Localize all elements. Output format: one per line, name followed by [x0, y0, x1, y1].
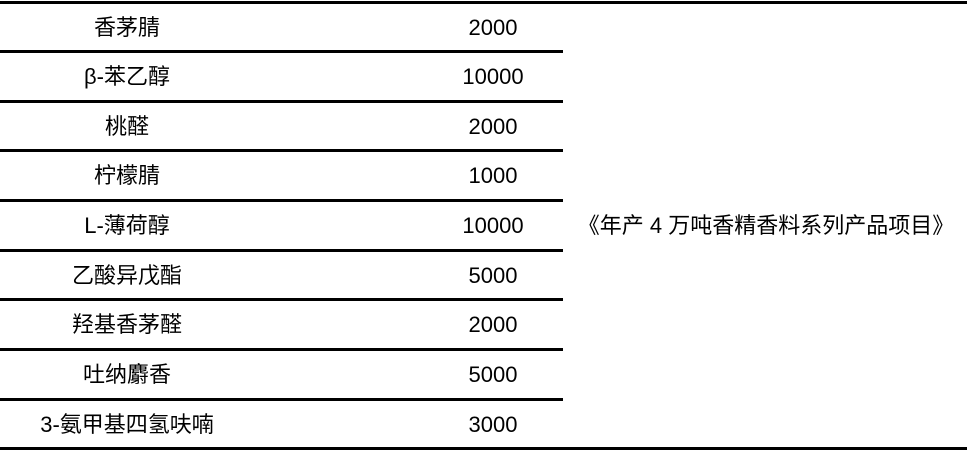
row-divider	[0, 199, 563, 202]
quantity-cell: 2000	[468, 15, 518, 40]
table-row: 桃醛 2000	[0, 103, 563, 150]
quantity-cell: 10000	[462, 213, 524, 238]
quantity-cell: 2000	[468, 312, 518, 337]
table-row: 乙酸异戊酯 5000	[0, 252, 563, 299]
quantity-cell: 5000	[468, 263, 518, 288]
table-row: 吐纳麝香 5000	[0, 351, 563, 398]
substance-name-cell: 桃醛	[104, 114, 149, 139]
row-divider	[0, 249, 563, 252]
quantity-cell: 1000	[468, 163, 518, 188]
row-divider	[0, 398, 563, 401]
table-bottom-border	[0, 447, 967, 450]
row-divider	[0, 50, 563, 53]
substance-name-cell: 乙酸异戊酯	[71, 263, 182, 288]
substance-name-cell: 3-氨甲基四氢呋喃	[40, 412, 214, 437]
table-row: 羟基香茅醛 2000	[0, 301, 563, 348]
table-row: 香茅腈 2000	[0, 4, 563, 51]
table-top-border	[0, 1, 967, 4]
substance-name-cell: 香茅腈	[93, 15, 160, 40]
row-divider	[0, 298, 563, 301]
row-divider	[0, 100, 563, 103]
table-row: 3-氨甲基四氢呋喃 3000	[0, 401, 563, 448]
substance-name-cell: 吐纳麝香	[82, 362, 171, 387]
quantity-cell: 3000	[468, 412, 518, 437]
quantity-cell: 2000	[468, 114, 518, 139]
table-row: 柠檬腈 1000	[0, 152, 563, 199]
table-row: β-苯乙醇 10000	[0, 53, 563, 100]
source-document-cell: 《年产 4 万吨香精香料系列产品项目》	[577, 213, 955, 238]
substance-name-cell: 柠檬腈	[93, 163, 160, 188]
substance-name-cell: β-苯乙醇	[84, 64, 170, 89]
substance-name-cell: 羟基香茅醛	[71, 312, 182, 337]
table-row: L-薄荷醇 10000	[0, 202, 563, 249]
row-divider	[0, 149, 563, 152]
substance-name-cell: L-薄荷醇	[84, 213, 170, 238]
row-divider	[0, 348, 563, 351]
quantity-cell: 10000	[462, 64, 524, 89]
quantity-cell: 5000	[468, 362, 518, 387]
